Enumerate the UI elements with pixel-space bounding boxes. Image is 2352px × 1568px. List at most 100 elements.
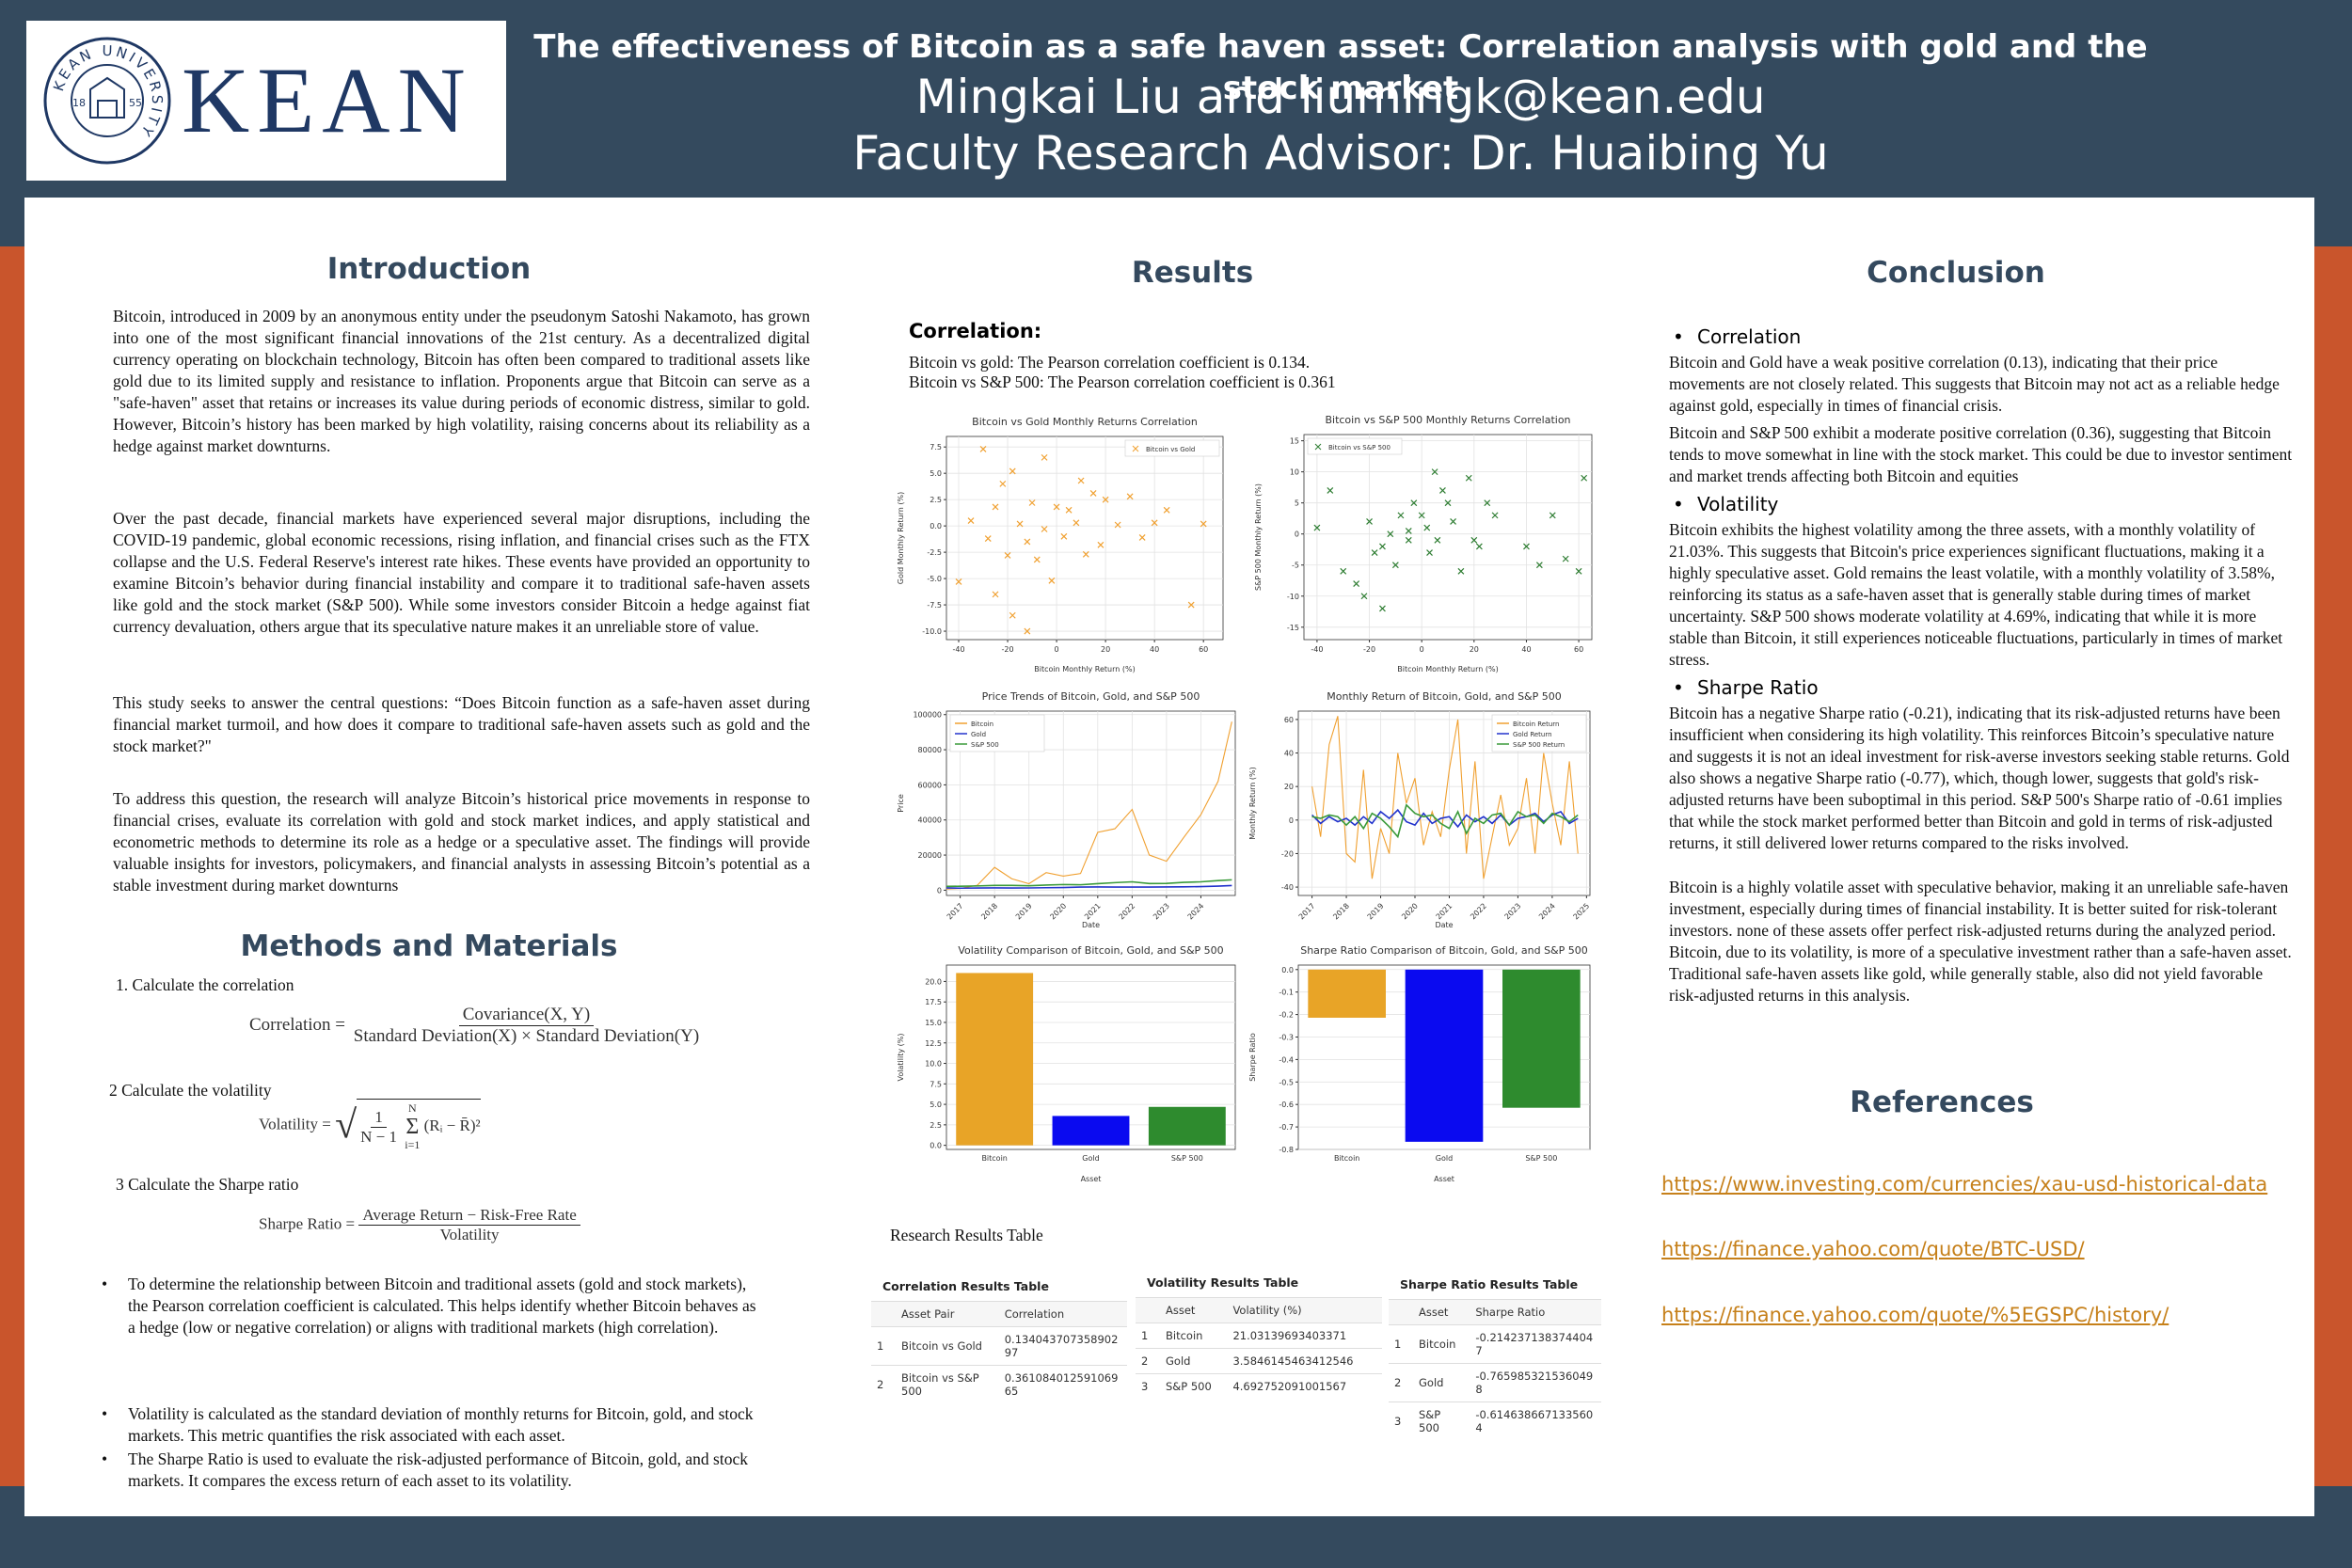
y-tick-label: 0 [1289,816,1294,825]
x-tick-label: 2023 [1152,902,1171,922]
header-cell: Volatility (%) [1227,1297,1382,1323]
point [1041,453,1048,461]
table-cell: 2 [1136,1348,1160,1374]
point [1418,512,1425,519]
chart-title: Monthly Return of Bitcoin, Gold, and S&P… [1327,690,1562,703]
header-cell: Sharpe Ratio [1470,1299,1601,1325]
x-tick-label: 20 [1470,645,1479,654]
point [1426,549,1433,556]
y-tick-label: 2.5 [930,1121,942,1130]
numerator: Average Return − Risk-Free Rate [358,1206,580,1226]
y-tick-label: -20 [1281,849,1294,858]
formula-lhs: Volatility = [259,1115,331,1133]
x-tick-label: 2020 [1400,902,1420,922]
reference-link[interactable]: https://www.investing.com/currencies/xau… [1661,1173,2268,1196]
y-tick-label: 0 [1295,531,1299,539]
point [1450,518,1456,525]
paragraph: Bitcoin and S&P 500 exhibit a moderate p… [1669,423,2293,485]
legend-box [1307,437,1403,455]
bullet-heading: • Sharpe Ratio [1669,676,2295,699]
x-tick-label: 2022 [1469,902,1488,922]
x-tick-label: 2018 [979,902,999,922]
x-axis-label: Date [1435,921,1453,929]
line-series [1311,808,1579,829]
point [1484,499,1491,507]
table-caption: Research Results Table [890,1226,1043,1244]
x-tick-label: 2023 [1503,902,1523,922]
table-row: 3 S&P 500 -0.6146386671335604 [1389,1402,1601,1440]
step: 3 Calculate the Sharpe ratio [116,1175,299,1194]
x-tick-label: 40 [1521,645,1531,654]
x-tick-label: 40 [1150,645,1159,654]
y-axis-label: Gold Monthly Return (%) [897,492,905,584]
x-axis-label: Date [1082,921,1100,929]
bullet-heading: • Correlation [1669,325,2295,348]
table-title: Volatility Results Table [1147,1275,1299,1290]
y-tick-label: 0.0 [930,1142,942,1150]
x-tick-label: 60 [1574,645,1583,654]
point [1535,562,1543,569]
y-tick-label: -0.2 [1279,1011,1294,1020]
header-cell [1389,1299,1413,1325]
text-line: Bitcoin vs gold: The Pearson correlation… [909,353,1311,372]
x-tick-label: Bitcoin [981,1154,1007,1163]
y-tick-label: -0.8 [1279,1146,1294,1154]
y-tick-label: 0.0 [930,522,942,531]
point [1089,490,1097,497]
x-axis-label: Asset [1081,1175,1102,1183]
x-tick-label: -20 [1002,645,1014,654]
chart: Price Trends of Bitcoin, Gold, and S&P 5… [897,690,1236,929]
y-tick-label: -0.7 [1279,1123,1294,1132]
legend-label: S&P 500 Return [1513,741,1565,749]
y-tick-label: 10.0 [925,1060,942,1069]
seal-text: KEAN UNIVERSITY [50,42,166,141]
header-row: Asset Sharpe Ratio [1389,1299,1601,1325]
text-line: Bitcoin vs S&P 500: The Pearson correlat… [909,372,1336,391]
step: 2 Calculate the volatility [109,1081,272,1100]
point [1114,521,1121,529]
point [1041,526,1048,532]
legend-label: S&P 500 [971,741,999,749]
point [1491,512,1499,519]
reference-link[interactable]: https://finance.yahoo.com/quote/BTC-USD/ [1661,1238,2085,1260]
point [1033,556,1041,563]
paragraph: This study seeks to answer the central q… [113,693,810,755]
table-cell: Bitcoin [1160,1323,1228,1349]
reference-link[interactable]: https://finance.yahoo.com/quote/%5EGSPC/… [1661,1304,2169,1326]
point [1562,555,1569,562]
bullet-heading: • Volatility [1669,493,2295,515]
step: 1. Calculate the correlation [116,975,294,994]
point [1475,543,1483,550]
x-tick-label: 2019 [1366,902,1386,922]
seal-ring [43,37,171,165]
logo-box: KEAN UNIVERSITY 18 55 KEAN [26,21,506,181]
section-heading: References [1850,1085,2034,1119]
point [1470,536,1478,544]
paragraph: Bitcoin has a negative Sharpe ratio (-0.… [1669,704,2290,852]
table-row: 2 Bitcoin vs S&P 500 0.36108401259106965 [871,1365,1127,1403]
chart: Bitcoin vs S&P 500 Monthly Returns Corre… [1254,414,1593,673]
table-row: 3 S&P 500 4.692752091001567 [1136,1373,1382,1399]
x-tick-label: Gold [1436,1154,1453,1163]
bar [1405,969,1484,1142]
table-cell: Bitcoin vs S&P 500 [896,1365,999,1403]
paragraph: Bitcoin and Gold have a weak positive co… [1669,353,2280,415]
header-cell [871,1301,896,1327]
point [1313,524,1321,531]
bar [1148,1106,1226,1146]
y-tick-label: -0.6 [1279,1101,1294,1109]
x-axis-label: Bitcoin Monthly Return (%) [1034,665,1135,673]
section-heading: Introduction [326,252,532,286]
table-row: 1 Bitcoin vs Gold 0.13404370735890297 [871,1326,1127,1366]
x-tick-label: S&P 500 [1171,1154,1203,1163]
conclusion-body: • Correlation Bitcoin and Gold have a weak… [1669,320,2295,1006]
point [955,578,962,585]
point [979,446,987,452]
chart: Volatility Comparison of Bitcoin, Gold, … [897,944,1236,1183]
bullet-dot: • [102,1404,108,1423]
x-axis-label: Asset [1434,1175,1454,1183]
chart-title: Sharpe Ratio Comparison of Bitcoin, Gold… [1300,944,1588,957]
table-row: 2 Gold 3.5846145463412546 [1136,1348,1382,1374]
